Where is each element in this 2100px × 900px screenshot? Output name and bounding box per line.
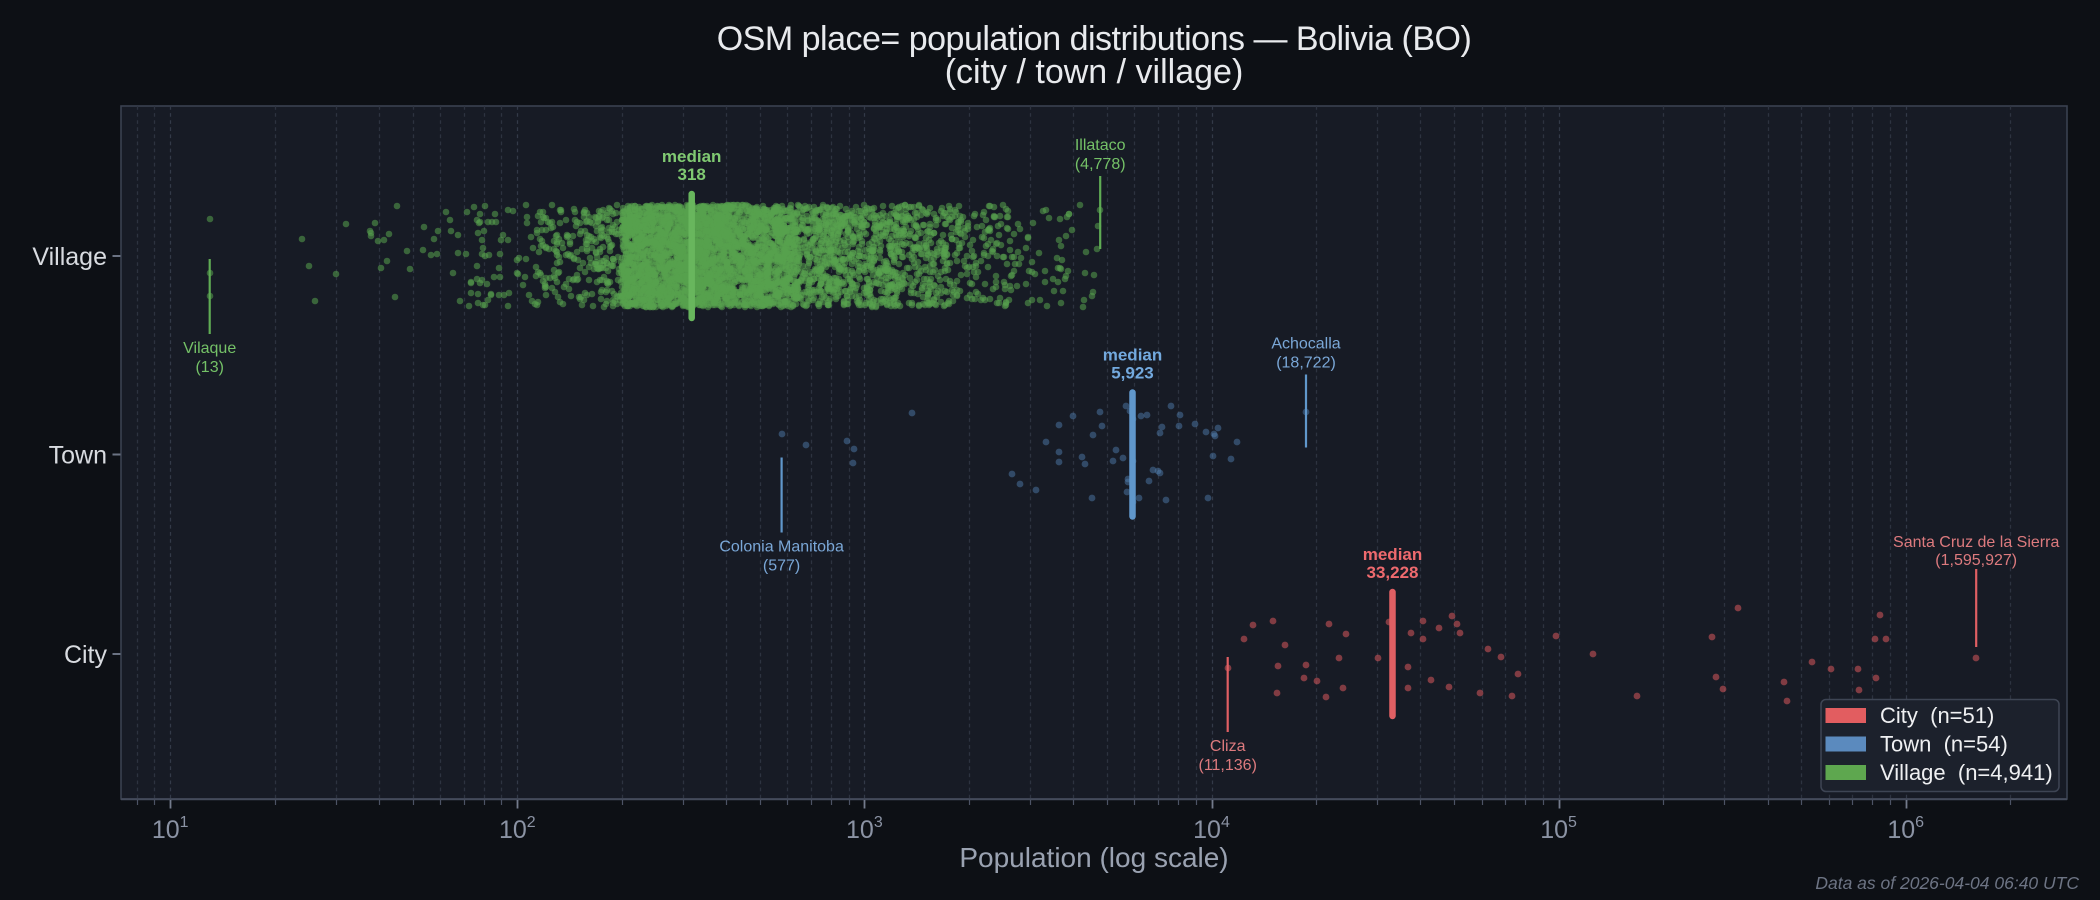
svg-text:OSM place= population distribu: OSM place= population distributions — Bo… xyxy=(717,20,1472,58)
svg-text:104: 104 xyxy=(1193,814,1230,844)
svg-text:106: 106 xyxy=(1887,814,1924,844)
svg-text:102: 102 xyxy=(499,814,536,844)
svg-text:Village: Village xyxy=(32,243,107,271)
svg-text:Population (log scale): Population (log scale) xyxy=(959,842,1228,873)
svg-text:Data as of 2026-04-04 06:40 UT: Data as of 2026-04-04 06:40 UTC xyxy=(1815,873,2079,893)
svg-text:(city / town / village): (city / town / village) xyxy=(945,53,1244,91)
svg-text:City: City xyxy=(64,641,108,669)
svg-text:105: 105 xyxy=(1540,814,1577,844)
svg-text:Town: Town xyxy=(49,442,107,470)
svg-text:101: 101 xyxy=(152,814,189,844)
svg-text:103: 103 xyxy=(846,814,883,844)
